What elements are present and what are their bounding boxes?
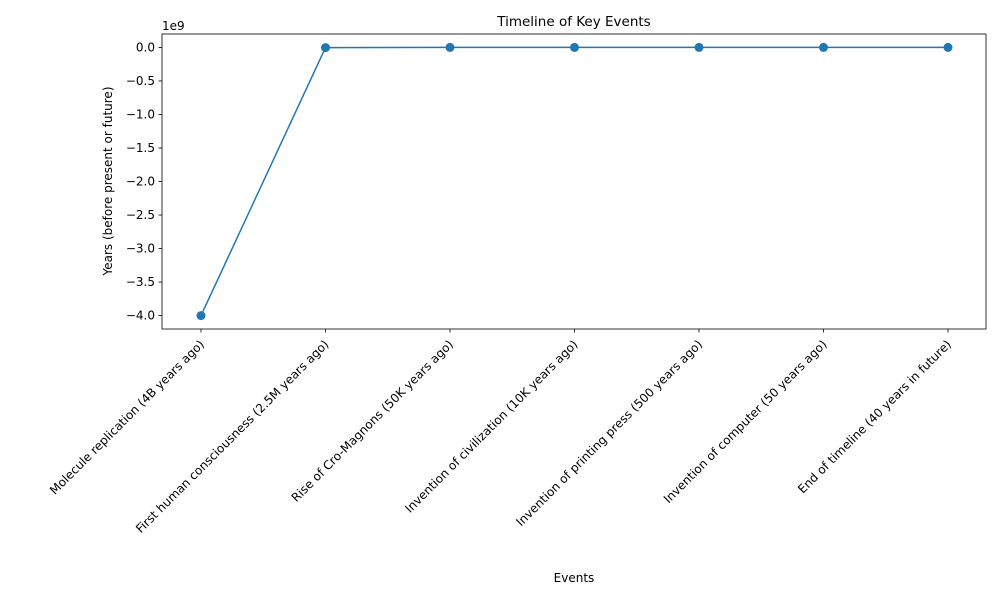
data-point [819,42,828,52]
data-point [570,42,579,52]
y-tick-label: −1.5 [126,141,155,155]
y-tick-label: −2.0 [126,175,155,189]
y-tick-label: −3.0 [126,242,155,256]
y-tick-label: −2.5 [126,208,155,222]
axes-frame [161,33,987,330]
y-tick-label: 0.0 [136,40,155,54]
plot-area: 0.0 −0.5 −1.0 −1.5 −2.0 −2.5 −3.0 −3.5 −4.0 Molec… [47,33,987,536]
data-point [445,42,455,52]
y-axis-offset-label: 1e9 [162,19,185,33]
y-axis-label: Years (before present or future) [101,87,115,277]
data-point [321,43,330,53]
x-axis-label: Events [554,571,595,585]
data-point [943,42,953,52]
y-tick-label: −3.5 [126,275,155,289]
x-tick-label: First human consciousness (2.5M years ag… [133,337,332,536]
series-line [200,46,948,316]
chart-title: Timeline of Key Events [496,14,650,30]
x-tick-label: Molecule replication (4B years ago) [47,337,207,497]
y-tick-label: −1.0 [126,107,155,121]
y-tick-label: −4.0 [126,309,155,323]
data-point [196,311,206,321]
data-point [694,42,704,52]
x-tick-label: End of timeline (40 years in future) [795,337,954,496]
y-tick-label: −0.5 [126,74,155,88]
